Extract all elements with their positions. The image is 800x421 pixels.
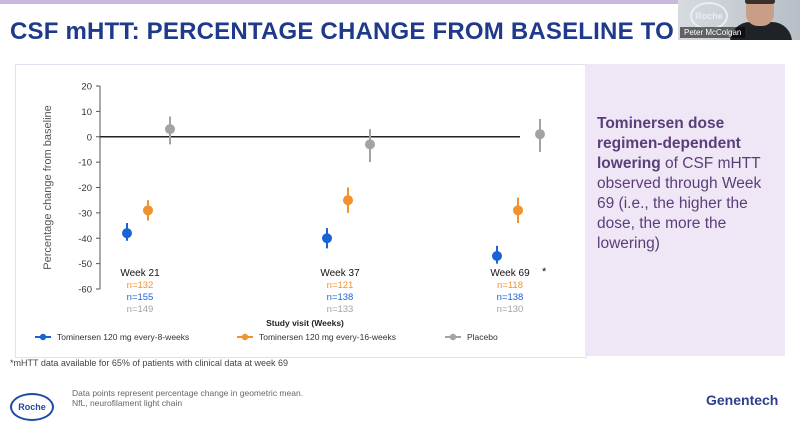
data-point (122, 228, 132, 239)
y-axis-label: Percentage change from baseline (42, 105, 54, 270)
n-count: n=121 (327, 280, 354, 291)
legend-swatch-dot (449, 333, 457, 341)
video-roche-logo: Roche (690, 2, 728, 30)
data-point (343, 195, 353, 206)
n-count: n=132 (127, 280, 154, 291)
note-line-2: NfL, neurofilament light chain (72, 398, 183, 408)
data-point (143, 205, 153, 216)
legend-swatch-dot (241, 333, 249, 341)
key-message-bold: Tominersen dose regimen-dependent loweri… (597, 115, 741, 172)
y-tick-label: 10 (81, 107, 92, 118)
y-tick-label: 20 (81, 82, 92, 93)
visit-label: Week 69 (490, 268, 530, 279)
key-message-rest: of CSF mHTT observed through Week 69 (i.… (597, 155, 762, 252)
y-tick-label: 0 (87, 132, 92, 143)
legend-swatch-dot (39, 333, 47, 341)
key-message-panel: Tominersen dose regimen-dependent loweri… (585, 64, 785, 356)
genentech-logo: Genentech (706, 392, 779, 408)
roche-logo: Roche (10, 393, 54, 421)
y-tick-label: -30 (78, 208, 92, 219)
y-tick-label: -50 (78, 259, 92, 270)
slide-title: CSF mHTT: PERCENTAGE CHANGE FROM BASELIN… (10, 18, 690, 45)
legend-label: Placebo (467, 332, 498, 342)
data-point (492, 251, 502, 262)
slide-notes: Data points represent percentage change … (72, 388, 303, 408)
speaker-name: Peter McColgan (680, 27, 746, 38)
n-count: n=118 (497, 280, 523, 291)
n-count: n=149 (127, 304, 154, 315)
y-tick-label: -20 (78, 183, 92, 194)
visit-asterisk: * (542, 266, 547, 278)
mhtt-chart: 20 10 0 -10 -20 -30 -40 -50 -60 Percentage change… (35, 82, 547, 342)
y-tick-label: -60 (78, 285, 92, 296)
visit-label: Week 21 (120, 268, 160, 279)
legend-label: Tominersen 120 mg every-16-weeks (259, 332, 396, 342)
chart-panel (15, 64, 587, 358)
n-count: n=155 (127, 292, 154, 303)
legend-layer: Tominersen 120 mg every-8-weeks Tominerse… (35, 332, 498, 342)
n-count: n=133 (327, 304, 354, 315)
data-point (535, 129, 545, 140)
speaker-video-tile[interactable]: Roche Peter McColgan (678, 0, 800, 40)
visit-label: Week 37 (320, 268, 360, 279)
data-point (165, 124, 175, 135)
y-tick-label: -40 (78, 234, 92, 245)
n-count: n=130 (497, 304, 524, 315)
x-axis-label: Study visit (Weeks) (266, 318, 344, 328)
speaker-head (746, 0, 774, 26)
data-point (322, 233, 332, 244)
data-point (365, 139, 375, 150)
footnote: *mHTT data available for 65% of patients… (10, 358, 288, 368)
legend-label: Tominersen 120 mg every-8-weeks (57, 332, 189, 342)
data-point (513, 205, 523, 216)
n-count: n=138 (327, 292, 354, 303)
n-count: n=138 (497, 292, 524, 303)
note-line-1: Data points represent percentage change … (72, 388, 304, 398)
marks-layer (122, 116, 545, 264)
speaker-hair (745, 0, 775, 4)
y-tick-label: -10 (78, 158, 92, 169)
labels-layer: 20 10 0 -10 -20 -30 -40 -50 -60 Percentage change… (42, 82, 547, 329)
axis-layer (96, 85, 520, 290)
speaker-body (730, 22, 792, 40)
key-message: Tominersen dose regimen-dependent loweri… (597, 114, 777, 254)
top-accent-bar (0, 0, 800, 4)
